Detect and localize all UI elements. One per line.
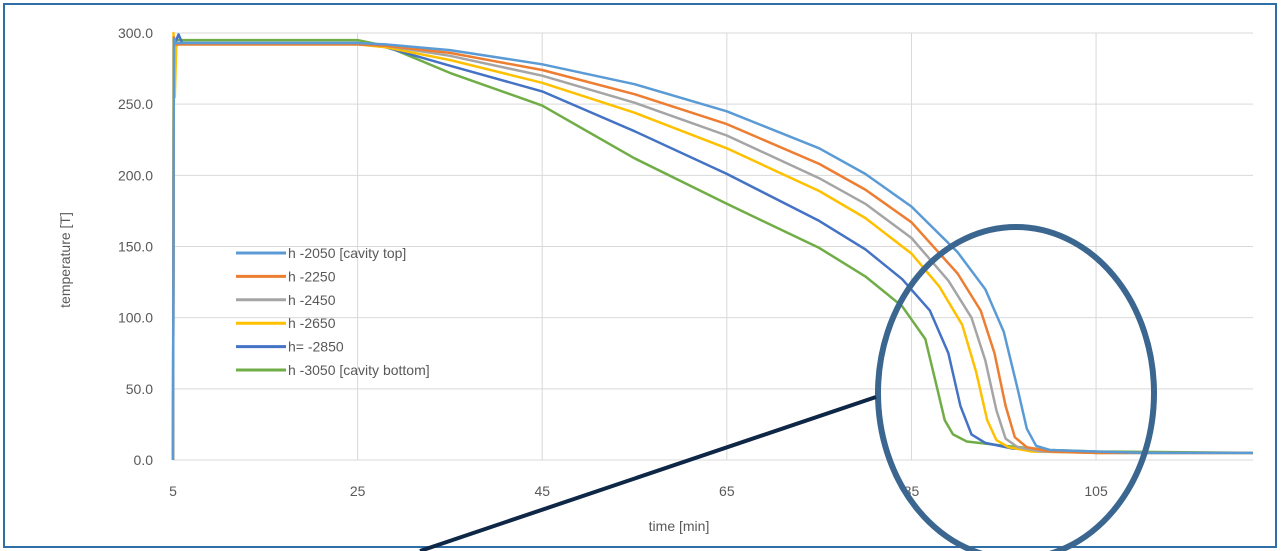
x-tick-labels: 5 25 45 65 85 105: [169, 483, 1108, 499]
y-tick-label: 0.0: [134, 452, 154, 468]
y-tick-label: 150.0: [118, 239, 153, 255]
legend-label: h -2450: [288, 292, 336, 308]
y-tick-label: 300.0: [118, 25, 153, 41]
chart-frame: [3, 3, 1277, 548]
x-tick-label: 25: [350, 483, 366, 499]
grid: [172, 32, 1253, 461]
y-tick-label: 250.0: [118, 96, 153, 112]
series-line: [171, 37, 1253, 461]
x-tick-label: 45: [534, 483, 550, 499]
highlight-ellipse: [875, 224, 1157, 551]
y-tick-labels: 0.0 50.0 100.0 150.0 200.0 250.0 300.0: [118, 25, 153, 468]
y-tick-label: 200.0: [118, 167, 153, 183]
series-line: [171, 33, 1253, 461]
x-tick-label: 65: [719, 483, 735, 499]
x-tick-label: 5: [169, 483, 177, 499]
legend-label: h -2650: [288, 315, 336, 331]
series-line: [171, 37, 1254, 461]
x-tick-label: 105: [1084, 483, 1108, 499]
series-lines: [171, 31, 1254, 461]
legend-label: h -3050 [cavity bottom]: [288, 362, 430, 378]
y-tick-label: 50.0: [126, 381, 153, 397]
y-tick-label: 100.0: [118, 310, 153, 326]
x-axis-label: time [min]: [649, 518, 710, 534]
series-line: [171, 36, 1253, 461]
y-axis-label: temperature [T]: [57, 212, 73, 308]
legend-label: h -2050 [cavity top]: [288, 245, 406, 261]
legend: h -2050 [cavity top] h -2250 h -2450 h -265…: [236, 245, 430, 378]
callout-line: [419, 395, 877, 551]
legend-label: h -2250: [288, 268, 336, 284]
legend-label: h= -2850: [288, 339, 344, 355]
